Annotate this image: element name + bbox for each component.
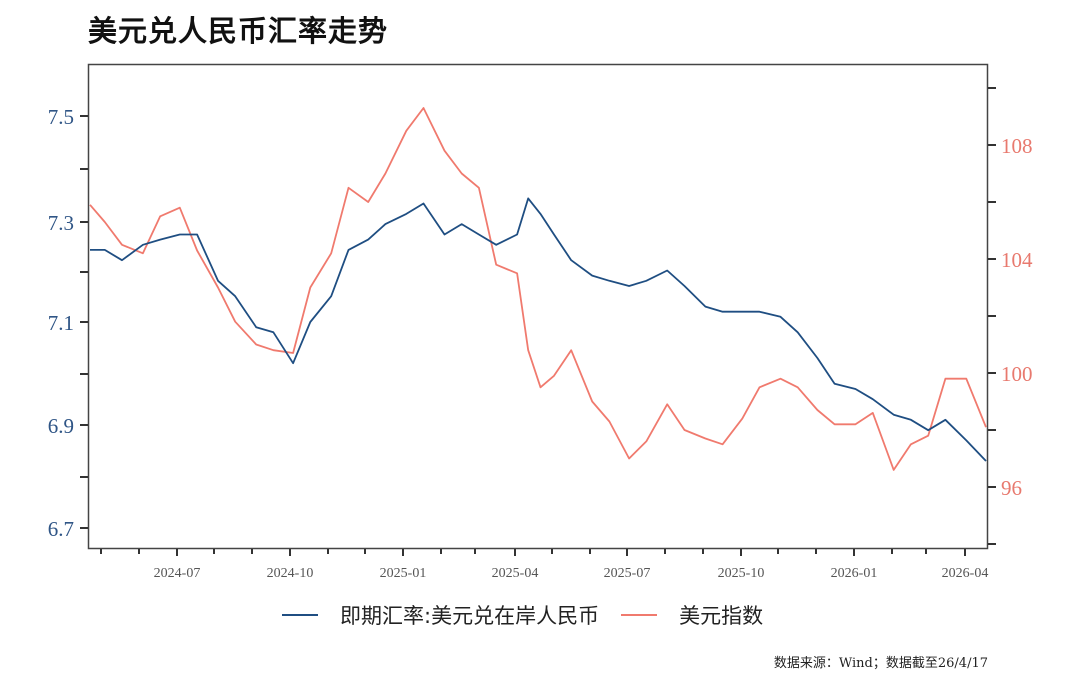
cny-line	[90, 197, 987, 462]
plot-frame	[87, 63, 989, 550]
left-axis	[80, 115, 88, 529]
left-tick-label: 6.7	[48, 517, 74, 541]
x-axis-labels: 2024-07 2024-10 2025-01 2025-04 2025-07 …	[154, 566, 989, 581]
x-tick-label: 2026-04	[942, 566, 989, 581]
left-tick-label: 7.1	[48, 311, 74, 335]
left-tick-label: 7.3	[48, 211, 74, 235]
legend-swatch-cny	[282, 614, 318, 616]
left-axis-labels: 7.5 7.3 7.1 6.9 6.7	[48, 105, 74, 541]
legend-item-dxy[interactable]: 美元指数	[621, 600, 763, 630]
x-tick-label: 2024-07	[154, 566, 201, 581]
legend-label-cny: 即期汇率:美元兑在岸人民币	[340, 604, 600, 628]
x-tick-label: 2025-04	[492, 566, 539, 581]
legend-item-cny[interactable]: 即期汇率:美元兑在岸人民币	[282, 600, 599, 630]
right-tick-label: 104	[1001, 248, 1033, 272]
x-tick-label: 2026-01	[831, 566, 878, 581]
chart-legend: 即期汇率:美元兑在岸人民币 美元指数	[282, 600, 785, 630]
x-tick-label: 2025-07	[604, 566, 651, 581]
right-tick-label: 108	[1001, 134, 1033, 158]
legend-swatch-dxy	[621, 614, 658, 616]
dxy-line	[89, 107, 987, 471]
left-tick-label: 6.9	[48, 414, 74, 438]
chart-title: 美元兑人民币汇率走势	[88, 14, 389, 48]
right-tick-label: 100	[1001, 362, 1033, 386]
right-tick-label: 96	[1001, 476, 1022, 500]
x-tick-label: 2024-10	[267, 566, 314, 581]
left-tick-label: 7.5	[48, 105, 74, 129]
right-axis-labels: 108 104 100 96	[1001, 134, 1033, 500]
legend-label-dxy: 美元指数	[679, 604, 764, 628]
x-tick-label: 2025-10	[718, 566, 765, 581]
data-source-note: 数据来源：Wind；数据截至26/4/17	[773, 656, 988, 671]
right-axis	[988, 87, 996, 545]
x-axis	[100, 549, 966, 556]
x-tick-label: 2025-01	[380, 566, 427, 581]
